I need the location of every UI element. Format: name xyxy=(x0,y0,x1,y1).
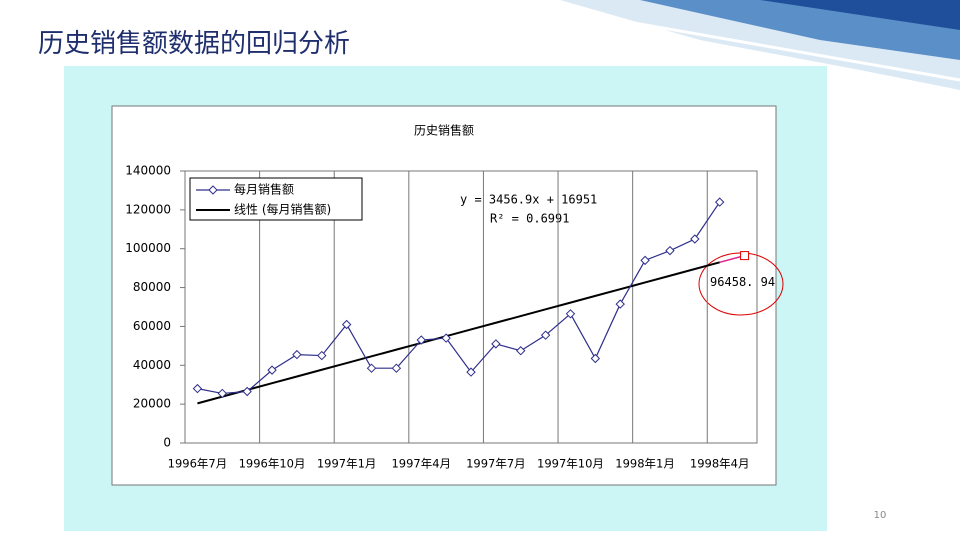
marker xyxy=(242,386,252,397)
x-tick-label: 1997年1月 xyxy=(317,457,377,471)
y-tick-label: 120000 xyxy=(125,202,171,216)
marker xyxy=(217,388,228,399)
marker xyxy=(665,245,675,256)
marker xyxy=(714,197,725,207)
marker xyxy=(267,365,277,375)
marker xyxy=(690,234,700,244)
marker xyxy=(416,335,426,345)
marker xyxy=(590,353,601,364)
legend-label: 线性 (每月销售额) xyxy=(234,202,331,217)
x-tick-label: 1997年7月 xyxy=(466,457,526,471)
y-tick-label: 0 xyxy=(163,436,171,450)
marker xyxy=(640,255,650,266)
marker xyxy=(341,319,352,330)
x-tick-label: 1996年10月 xyxy=(239,457,306,471)
page-number: 10 xyxy=(874,510,887,521)
legend-label: 每月销售额 xyxy=(234,182,294,197)
marker xyxy=(516,346,526,356)
r-squared: R² = 0.6991 xyxy=(490,212,569,226)
forecast-marker xyxy=(740,251,750,261)
marker xyxy=(317,350,327,361)
x-tick-label: 1998年1月 xyxy=(615,457,675,471)
x-tick-label: 1997年4月 xyxy=(391,457,451,471)
x-tick-label: 1997年10月 xyxy=(537,457,604,471)
chart-area xyxy=(111,105,777,486)
plot-area xyxy=(184,170,758,444)
y-tick-label: 40000 xyxy=(133,358,171,372)
marker xyxy=(491,339,501,349)
forecast-label: 96458. 94 xyxy=(710,275,775,289)
marker xyxy=(366,363,377,373)
chart-title: 历史销售额 xyxy=(414,123,474,138)
marker xyxy=(391,363,402,373)
x-tick-label: 1998年4月 xyxy=(690,457,750,471)
marker xyxy=(615,299,625,309)
marker xyxy=(565,309,576,319)
marker xyxy=(466,367,476,377)
marker xyxy=(292,349,302,360)
slide-title: 历史销售额数据的回归分析 xyxy=(38,29,350,59)
y-tick-label: 60000 xyxy=(133,319,171,333)
x-tick-label: 1996年7月 xyxy=(168,457,228,471)
marker xyxy=(192,383,203,394)
series-line xyxy=(197,261,720,405)
y-tick-label: 140000 xyxy=(125,164,171,178)
series-line xyxy=(197,201,721,395)
legend-marker xyxy=(208,185,218,195)
marker xyxy=(441,333,451,343)
y-tick-label: 20000 xyxy=(133,397,171,411)
y-tick-label: 80000 xyxy=(133,280,171,294)
marker xyxy=(540,330,551,340)
y-tick-label: 100000 xyxy=(125,241,171,255)
legend-box xyxy=(189,177,363,221)
decoration xyxy=(559,0,960,90)
equation: y = 3456.9x + 16951 xyxy=(460,193,597,207)
